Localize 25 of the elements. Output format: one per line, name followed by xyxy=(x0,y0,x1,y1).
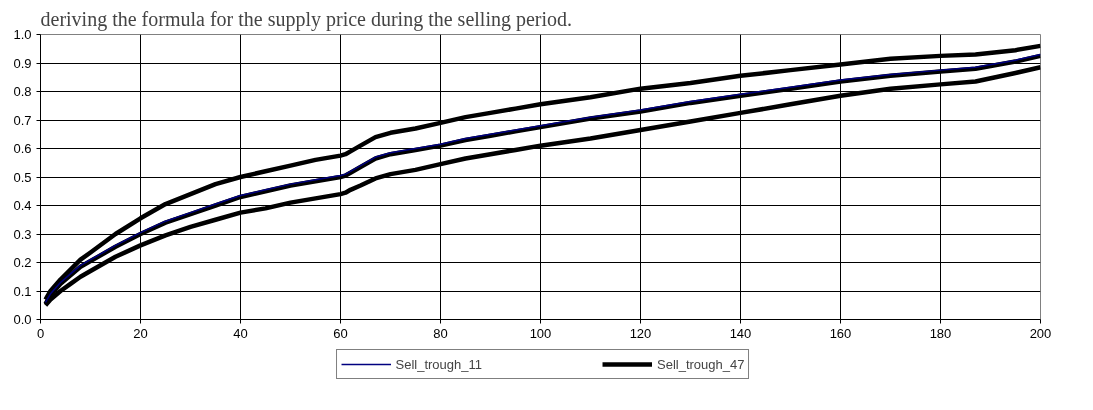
y-tick-label: 0.7 xyxy=(13,112,32,128)
y-tick-label: 0.1 xyxy=(13,283,32,299)
y-tick-label: 0.4 xyxy=(13,198,32,213)
y-tick-label: 0.6 xyxy=(13,141,32,156)
legend-label: Sell_trough_47 xyxy=(657,356,745,372)
y-tick-label: 0.9 xyxy=(13,55,32,71)
text: deriving the formula for the supply price during the selling period. xyxy=(40,7,573,31)
y-tick-label: 0.8 xyxy=(13,84,32,99)
x-tick-label: 80 xyxy=(433,325,448,341)
x-tick-label: 120 xyxy=(629,325,652,341)
x-tick-label: 20 xyxy=(133,325,148,341)
legend-label: Sell_trough_11 xyxy=(395,356,483,372)
y-tick-label: 0.3 xyxy=(13,226,32,242)
x-tick-label: 0 xyxy=(36,325,45,341)
x-tick-label: 60 xyxy=(333,325,348,341)
x-tick-label: 100 xyxy=(529,325,552,341)
x-tick-label: 180 xyxy=(929,325,952,341)
x-tick-label: 140 xyxy=(729,325,752,341)
x-tick-label: 160 xyxy=(829,325,852,341)
y-tick-label: 0.5 xyxy=(13,169,32,185)
y-tick-label: 1.0 xyxy=(13,27,32,42)
x-tick-label: 40 xyxy=(233,325,248,341)
y-tick-label: 0.0 xyxy=(13,312,32,327)
y-tick-label: 0.2 xyxy=(13,255,32,270)
x-tick-label: 200 xyxy=(1029,325,1052,341)
